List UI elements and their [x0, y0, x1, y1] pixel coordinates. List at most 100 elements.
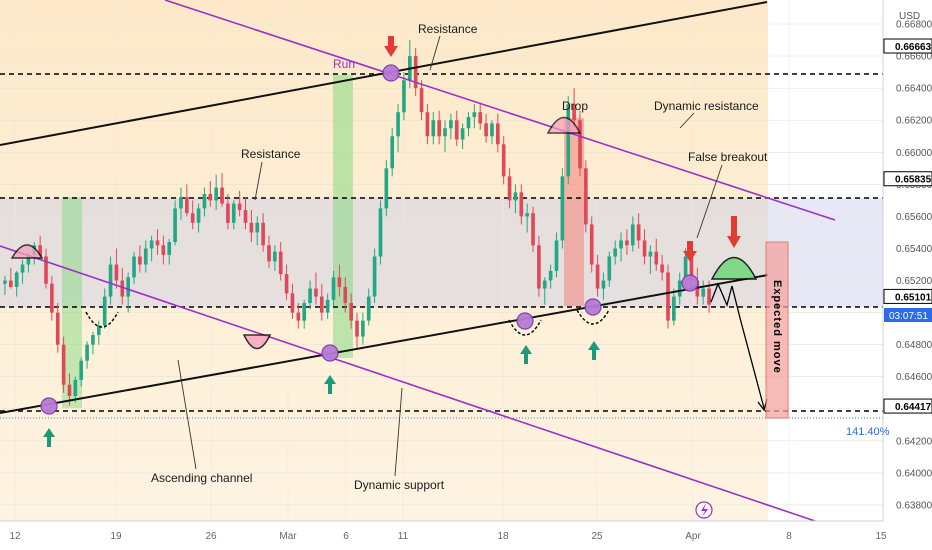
drop-top-arc: [546, 116, 582, 134]
candle-body: [143, 248, 148, 265]
candle-body: [425, 112, 430, 137]
touch-circle-mid-1: [516, 312, 534, 330]
candle-body: [507, 176, 512, 201]
candle-body: [96, 325, 101, 336]
level-lines: [0, 73, 883, 412]
price-axis-ticks: 0.66800 0.66600 0.66400 0.66200 0.66000 0.658…: [896, 20, 932, 512]
bottom-arc-pink: [242, 334, 272, 350]
candle-body: [50, 283, 54, 313]
candle-body: [677, 280, 682, 297]
time-tick-label: 15: [875, 531, 887, 542]
candle-body: [290, 293, 295, 313]
time-axis-panel[interactable]: [0, 521, 883, 550]
bottom-arc-mid-2: [576, 309, 610, 325]
grid-lines: [0, 0, 886, 521]
expected-move-box: [765, 241, 789, 419]
pointer-dynamic-resistance: [679, 112, 695, 129]
level-price-label: 0.65835: [895, 175, 932, 186]
candle-body: [630, 224, 635, 246]
time-tick-label: 26: [205, 531, 217, 542]
candle-body: [402, 80, 406, 113]
level-price-box: [883, 171, 932, 187]
candle-body: [319, 296, 324, 313]
candle-body: [26, 254, 31, 265]
candle-body: [490, 123, 494, 137]
expected-move-label: Expected move: [771, 280, 783, 374]
candle-body: [378, 208, 383, 257]
dynamic-support-line: [0, 245, 816, 522]
price-tick-label: 0.64600: [896, 372, 932, 383]
annotation-dynamic-support: Dynamic support: [354, 478, 445, 492]
candle-body: [466, 117, 471, 129]
candle-body: [384, 168, 389, 209]
candle-body: [390, 136, 395, 169]
candle-body: [361, 320, 365, 337]
candle-body: [61, 344, 66, 385]
candle-body: [437, 120, 441, 137]
candle-body: [666, 272, 670, 321]
time-tick-label: 12: [9, 531, 21, 542]
level-price-label: 0.65101: [895, 292, 932, 303]
price-tick-label: 0.63800: [896, 500, 932, 511]
candle-body: [296, 312, 301, 321]
touch-circle-support: [321, 344, 339, 362]
level-price-labels: 0.66663 0.65835 0.65101 0.64417: [883, 38, 932, 414]
time-tick-label: 19: [110, 531, 122, 542]
candle-body: [683, 256, 688, 281]
candle-body: [196, 208, 201, 223]
price-axis-panel[interactable]: [883, 0, 932, 550]
candle-body: [226, 203, 230, 223]
price-tick-label: 0.66400: [896, 84, 932, 95]
time-axis-ticks: 12 19 26 Mar 6 11 18 25 Apr 8 15: [9, 531, 887, 542]
candle-body: [249, 222, 254, 233]
candle-body: [79, 360, 84, 380]
candle-body: [44, 256, 48, 284]
price-tick-label: 0.65600: [896, 212, 932, 223]
candle-body: [231, 203, 236, 223]
green-projected-arc: [710, 257, 758, 280]
pointer-resistance-top: [429, 35, 441, 71]
candle-body: [584, 168, 588, 225]
annotation-resistance-top: Resistance: [418, 22, 478, 36]
candle-body: [572, 104, 576, 121]
top-arc-left: [10, 244, 44, 259]
down-arrow-icon: [727, 216, 741, 248]
expected-move-path: [710, 282, 765, 409]
annotation-ascending-channel: Ascending channel: [151, 471, 252, 485]
candle-body: [419, 88, 424, 113]
annotation-resistance-left: Resistance: [241, 147, 301, 161]
time-tick-label: 6: [343, 531, 349, 542]
price-tick-label: 0.65200: [896, 276, 932, 287]
dynamic-resistance-line: [164, 0, 836, 221]
candle-body: [173, 208, 177, 243]
ascending-channel-lower-line: [0, 274, 769, 414]
candle-body: [601, 280, 606, 289]
price-tick-label: 0.66600: [896, 52, 932, 63]
candle-body: [366, 296, 371, 321]
candle-body: [355, 320, 359, 337]
up-arrow-icon: [588, 341, 600, 360]
candle-body: [190, 213, 195, 223]
up-arrow-icon: [520, 345, 532, 364]
candle-body: [343, 286, 348, 303]
level-price-label: 0.66663: [895, 42, 932, 53]
time-tick-label: 25: [591, 531, 603, 542]
annotation-run: Run: [333, 57, 355, 71]
candle-body: [636, 224, 641, 241]
candle-body: [284, 274, 289, 294]
candle-body: [619, 240, 623, 249]
candle-body: [73, 379, 78, 396]
annotation-false-breakout: False breakout: [688, 150, 768, 164]
touch-circle-mid-2: [584, 298, 602, 316]
candle-body: [114, 264, 119, 281]
pointer-resistance-left: [254, 161, 263, 201]
candle-body: [449, 120, 453, 129]
candle-body: [542, 280, 547, 289]
level-price-label: 0.64417: [895, 402, 932, 413]
level-price-box: [883, 288, 932, 304]
candle-body: [185, 197, 189, 214]
candle-body: [431, 120, 436, 137]
price-tick-label: 0.66000: [896, 148, 932, 159]
